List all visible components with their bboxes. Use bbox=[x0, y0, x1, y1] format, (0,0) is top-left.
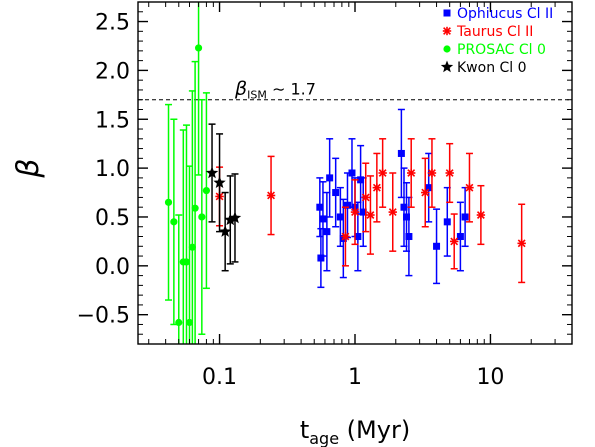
data-point bbox=[354, 233, 362, 241]
data-point bbox=[357, 176, 365, 184]
x-tick-label: 10 bbox=[476, 365, 504, 390]
x-tick-label: 0.1 bbox=[202, 365, 237, 390]
data-point bbox=[332, 189, 340, 197]
legend-label: Ophiucus Cl II bbox=[457, 6, 553, 22]
data-point bbox=[517, 239, 526, 248]
data-points bbox=[164, 2, 526, 344]
data-point bbox=[388, 207, 397, 217]
data-point bbox=[228, 211, 242, 224]
data-point bbox=[224, 213, 237, 226]
data-point bbox=[450, 237, 459, 246]
legend: Ophiucus Cl II Taurus Cl II PROSAC Cl 0 Kwo… bbox=[440, 6, 553, 76]
data-point bbox=[319, 215, 327, 223]
data-point bbox=[476, 210, 486, 220]
legend-item: Kwon Cl 0 bbox=[440, 60, 527, 76]
data-point bbox=[397, 149, 405, 157]
data-point bbox=[425, 184, 433, 192]
data-point bbox=[350, 207, 360, 217]
data-point bbox=[266, 191, 276, 200]
data-point bbox=[359, 208, 367, 216]
legend-label: PROSAC Cl 0 bbox=[457, 42, 546, 58]
series-1 bbox=[215, 138, 526, 284]
reference-line-label: βISM ∼ 1.7 bbox=[234, 78, 316, 102]
data-point bbox=[456, 233, 464, 241]
data-point bbox=[323, 228, 331, 236]
data-point bbox=[421, 188, 430, 197]
data-point bbox=[445, 168, 454, 178]
y-tick-label: 0.0 bbox=[95, 255, 130, 280]
data-point bbox=[461, 213, 469, 221]
y-tick-label: 0.5 bbox=[95, 206, 130, 231]
data-point bbox=[366, 210, 375, 220]
x-axis-title: tage (Myr) bbox=[300, 416, 410, 447]
y-tick-label: 1.0 bbox=[95, 157, 130, 182]
x-tick-label: 1 bbox=[348, 365, 362, 390]
data-point bbox=[188, 243, 196, 251]
data-point bbox=[317, 254, 325, 262]
data-point bbox=[405, 233, 413, 241]
series-2 bbox=[164, 2, 211, 344]
legend-label: Taurus Cl II bbox=[456, 24, 533, 40]
data-point bbox=[170, 218, 178, 226]
legend-marker bbox=[442, 26, 452, 36]
data-point bbox=[213, 176, 226, 189]
data-point bbox=[372, 183, 382, 192]
data-point bbox=[326, 174, 334, 182]
series-3 bbox=[205, 123, 242, 272]
data-point bbox=[341, 232, 350, 241]
legend-item: Ophiucus Cl II bbox=[443, 6, 553, 22]
data-point bbox=[343, 201, 351, 209]
data-point bbox=[198, 213, 206, 221]
y-tick-label: 1.5 bbox=[95, 108, 130, 133]
data-point bbox=[194, 44, 203, 52]
legend-marker bbox=[443, 45, 451, 53]
reference-line-group: βISM ∼ 1.7 bbox=[138, 78, 572, 102]
data-point bbox=[348, 169, 356, 177]
y-tick-label: 2.0 bbox=[95, 59, 130, 84]
legend-item: Taurus Cl II bbox=[442, 24, 533, 40]
data-point bbox=[202, 186, 211, 195]
data-point bbox=[427, 168, 437, 178]
legend-label: Kwon Cl 0 bbox=[457, 60, 527, 76]
legend-item: PROSAC Cl 0 bbox=[443, 42, 546, 58]
data-point bbox=[205, 166, 219, 179]
data-point bbox=[443, 218, 451, 226]
data-point bbox=[191, 204, 199, 212]
y-axis-title: β bbox=[11, 158, 46, 178]
data-point bbox=[336, 213, 344, 221]
y-tick-label: −0.5 bbox=[77, 304, 130, 329]
legend-marker bbox=[443, 9, 451, 17]
data-point bbox=[175, 318, 183, 327]
data-point bbox=[361, 193, 370, 202]
legend-marker bbox=[440, 60, 454, 73]
data-point bbox=[407, 168, 416, 178]
y-tick-label: 2.5 bbox=[95, 11, 130, 36]
data-point bbox=[164, 198, 173, 206]
data-point bbox=[465, 183, 474, 192]
data-point bbox=[400, 203, 408, 211]
data-point bbox=[378, 168, 387, 178]
data-point bbox=[316, 203, 324, 211]
data-point bbox=[185, 318, 194, 327]
data-point bbox=[182, 258, 191, 266]
data-point bbox=[218, 225, 232, 237]
data-point bbox=[433, 242, 441, 250]
data-point bbox=[402, 213, 410, 221]
